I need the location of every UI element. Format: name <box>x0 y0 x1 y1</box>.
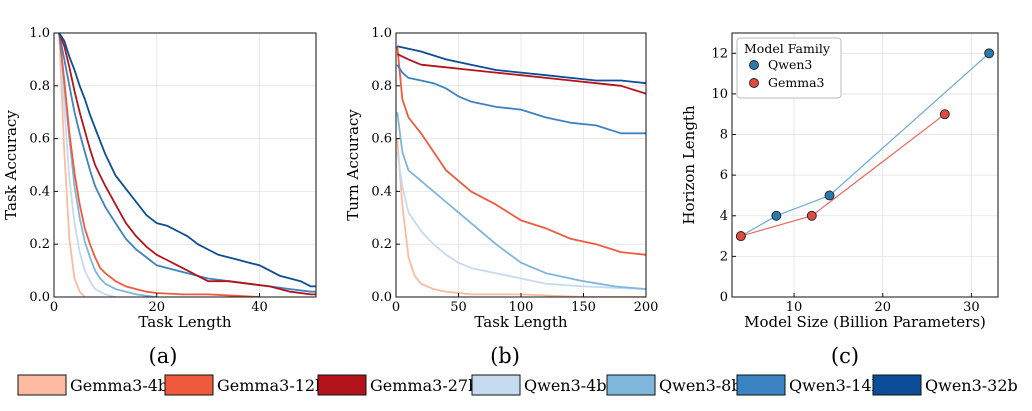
series-line-gemma3-27b <box>396 53 646 95</box>
panel-b-label: (b) <box>490 344 520 368</box>
x-tick-label: 20 <box>874 300 891 315</box>
y-tick-label: 10 <box>711 87 728 102</box>
model-legend: Gemma3-4b Gemma3-12b Gemma3-27b Qwen3-4b Qwe… <box>17 374 1018 396</box>
legend-label-qwen3: Qwen3 <box>768 57 812 72</box>
x-tick-label: 10 <box>786 300 803 315</box>
legend-label-qwen3-14b: Qwen3-14b <box>789 376 882 395</box>
panel-a-task-accuracy-chart: 0 20 40 0.0 0.2 0.4 0.6 0.8 1.0 Task Length Task A… <box>2 26 317 331</box>
series-line-gemma3-27b <box>58 33 316 296</box>
y-tick-label: 0 <box>720 290 728 305</box>
data-point-qwen3 <box>771 210 782 221</box>
series-group <box>735 48 995 242</box>
series-line-qwen3-8b <box>396 112 646 290</box>
legend-marker-gemma3 <box>749 78 759 88</box>
series-line-qwen3-32b <box>397 45 646 85</box>
legend-label-gemma3-4b: Gemma3-4b <box>70 376 168 395</box>
y-tick-label: 0.8 <box>29 79 50 94</box>
series-line-qwen3-4b <box>58 33 116 297</box>
x-axis-title: Task Length <box>474 313 567 331</box>
legend-swatch-qwen3-4b <box>471 374 521 396</box>
legend-label-qwen3-4b: Qwen3-4b <box>524 376 607 395</box>
y-tick-label: 0.6 <box>29 132 50 147</box>
x-tick-label: 20 <box>148 300 165 315</box>
legend-label-gemma3: Gemma3 <box>768 75 825 90</box>
series-line-qwen3 <box>740 52 990 237</box>
x-axis-title: Model Size (Billion Parameters) <box>744 313 986 331</box>
y-tick-label: 0.4 <box>29 184 50 199</box>
series-group <box>396 45 646 297</box>
x-tick-label: 0 <box>50 300 58 315</box>
series-line-qwen3-14b <box>396 64 646 135</box>
series-line-qwen3-14b <box>58 33 316 293</box>
series-line-qwen3-32b <box>58 33 316 288</box>
y-tick-label: 8 <box>720 128 728 143</box>
x-tick-label: 40 <box>251 300 268 315</box>
panel-a-label: (a) <box>149 344 178 368</box>
y-axis-title: Horizon Length <box>680 105 698 225</box>
y-tick-label: 0.4 <box>371 184 392 199</box>
data-point-gemma3 <box>735 231 746 242</box>
x-tick-label: 150 <box>571 300 596 315</box>
x-tick-label: 200 <box>634 300 659 315</box>
legend-swatch-gemma3-12b <box>164 374 214 396</box>
legend-swatch-gemma3-27b <box>317 374 367 396</box>
x-tick-label: 50 <box>450 300 467 315</box>
y-tick-label: 1.0 <box>371 26 392 41</box>
data-point-qwen3 <box>824 190 835 201</box>
legend-title: Model Family <box>744 41 831 56</box>
y-tick-label: 0.2 <box>29 237 50 252</box>
panel-c-label: (c) <box>831 344 859 368</box>
series-line-gemma3-4b <box>58 33 86 297</box>
y-axis-title: Task Accuracy <box>2 110 20 220</box>
data-point-qwen3 <box>984 48 995 59</box>
data-point-gemma3 <box>806 210 817 221</box>
x-tick-label: 100 <box>509 300 534 315</box>
y-tick-label: 0.6 <box>371 132 392 147</box>
series-line-gemma3-12b <box>58 33 260 297</box>
legend-label-gemma3-12b: Gemma3-12b <box>217 376 325 395</box>
series-line-qwen3-8b <box>58 33 157 297</box>
y-axis-title: Turn Accuracy <box>344 109 362 221</box>
legend-swatch-gemma3-4b <box>17 374 67 396</box>
series-line-gemma3-4b <box>396 138 646 297</box>
y-tick-label: 2 <box>720 249 728 264</box>
legend-swatch-qwen3-14b <box>736 374 786 396</box>
data-point-gemma3 <box>939 109 950 120</box>
legend-swatch-qwen3-8b <box>606 374 656 396</box>
y-tick-label: 0.2 <box>371 237 392 252</box>
legend-label-gemma3-27b: Gemma3-27b <box>370 376 478 395</box>
legend-label-qwen3-32b: Qwen3-32b <box>925 376 1018 395</box>
legend-label-qwen3-8b: Qwen3-8b <box>659 376 742 395</box>
y-tick-label: 0.0 <box>29 290 50 305</box>
plot-frame <box>731 32 999 298</box>
y-tick-label: 12 <box>711 46 728 61</box>
x-tick-label: 30 <box>963 300 980 315</box>
legend-marker-qwen3 <box>749 60 759 70</box>
plot-frame <box>53 32 317 298</box>
y-tick-label: 1.0 <box>29 26 50 41</box>
y-tick-label: 0.8 <box>371 79 392 94</box>
panel-c-horizon-length-chart: 10 20 30 0 2 4 6 8 10 12 Model Size (Billion Param… <box>680 32 999 331</box>
legend-box <box>736 37 842 99</box>
x-tick-label: 0 <box>392 300 400 315</box>
series-line-gemma3-12b <box>396 46 646 256</box>
y-tick-label: 0.0 <box>371 290 392 305</box>
legend-swatch-qwen3-32b <box>872 374 922 396</box>
y-tick-label: 6 <box>720 168 728 183</box>
series-line-qwen3-4b <box>396 151 646 290</box>
series-group <box>58 33 316 297</box>
panel-b-turn-accuracy-chart: 0 50 100 150 200 0.0 0.2 0.4 0.6 0.8 1.0 Task Lengt… <box>344 26 658 331</box>
y-tick-label: 4 <box>720 209 728 224</box>
x-axis-title: Task Length <box>138 313 231 331</box>
